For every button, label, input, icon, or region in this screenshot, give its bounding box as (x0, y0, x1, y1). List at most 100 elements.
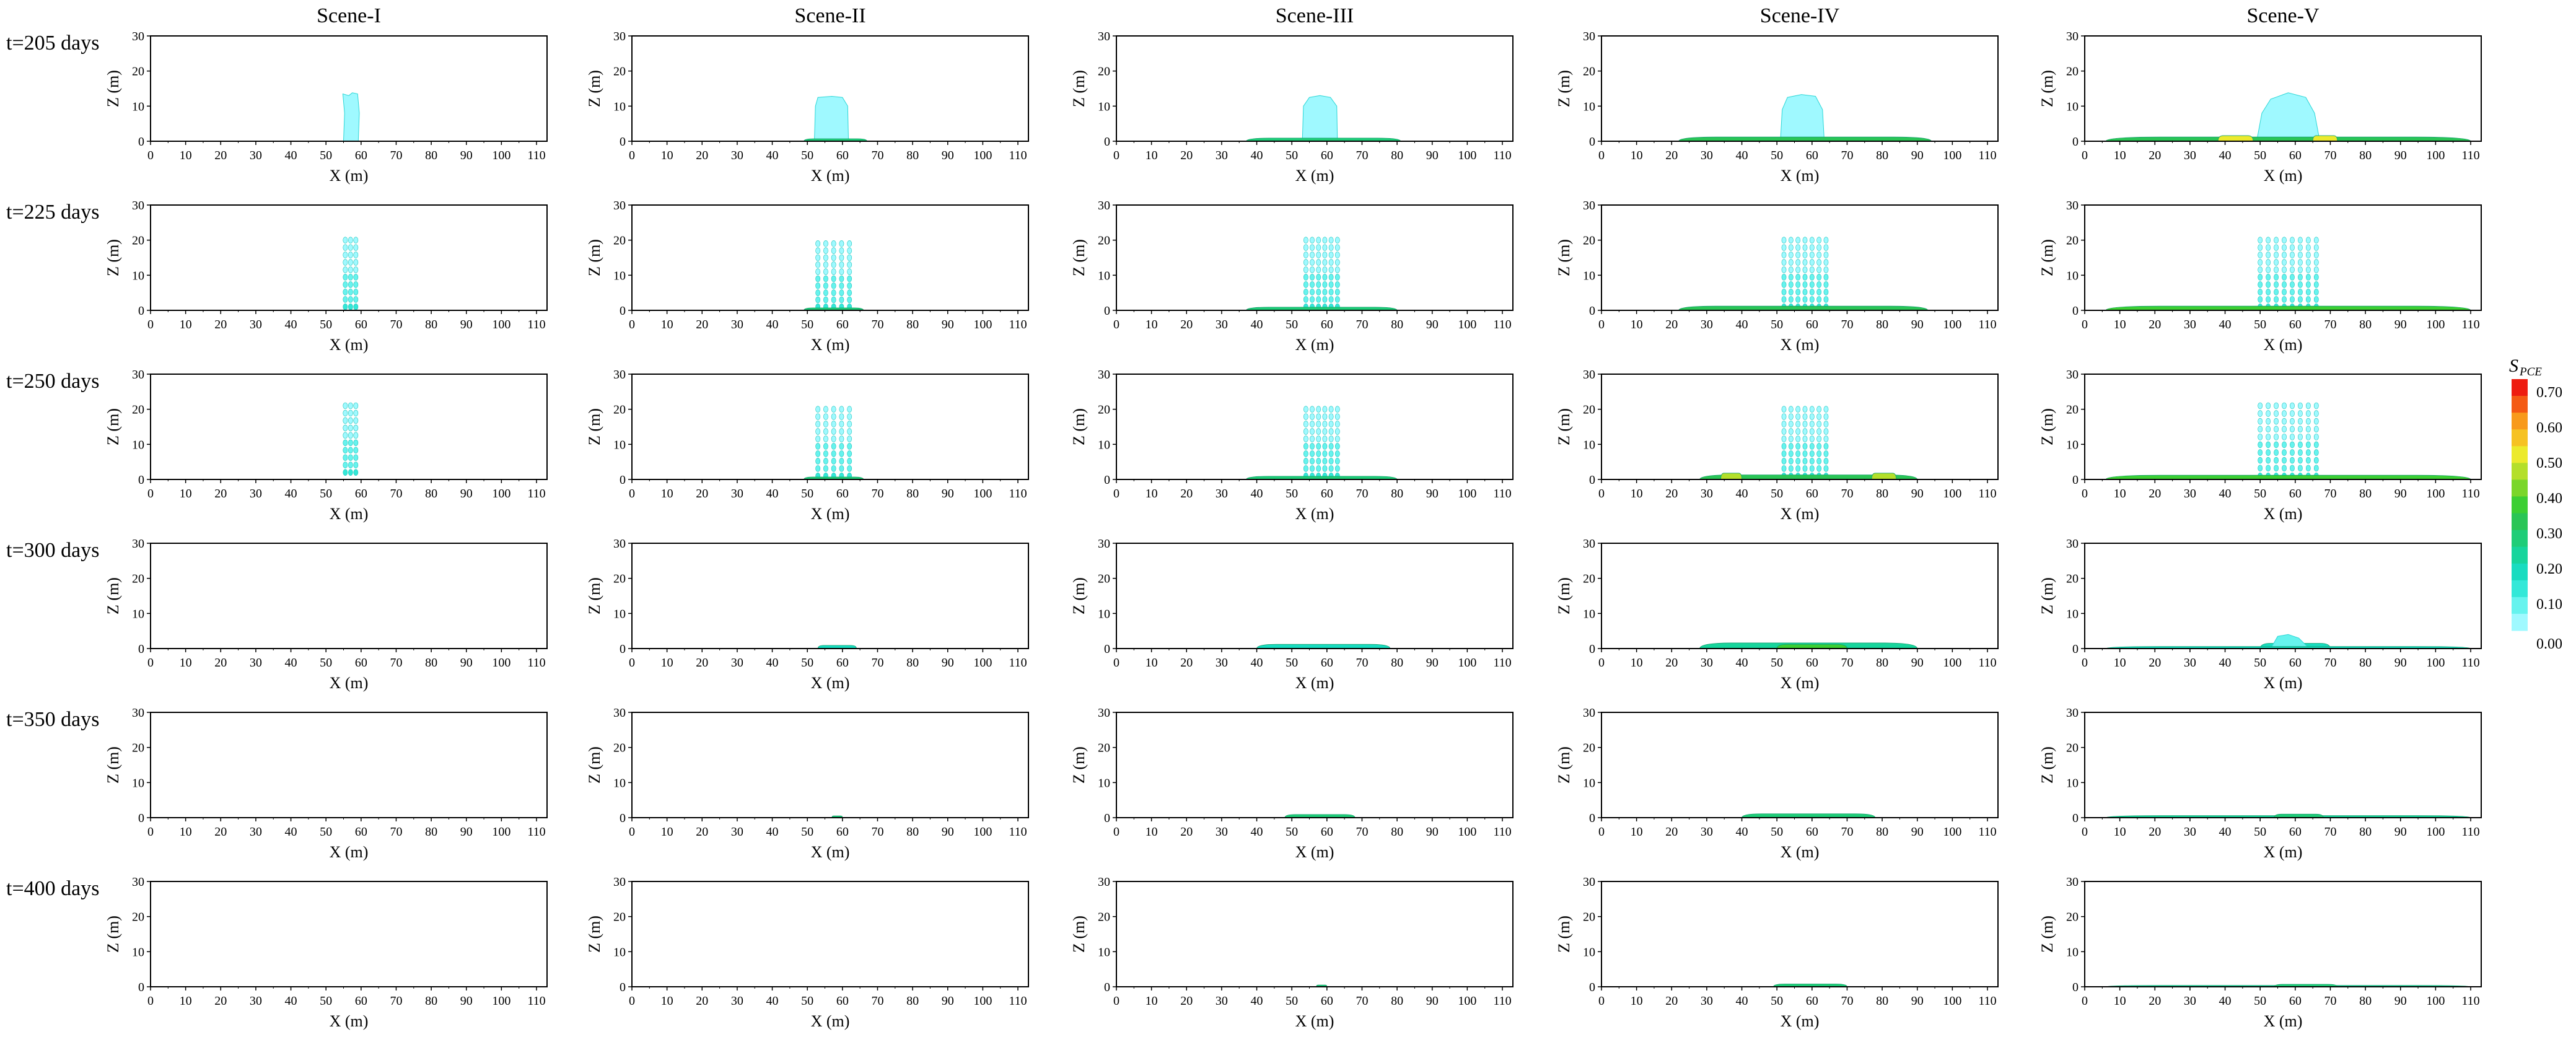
x-tick-label: 40 (1736, 487, 1748, 501)
x-tick-label: 80 (906, 994, 919, 1008)
contour-panel: 0 10 20 30 40 50 60 70 80 90 100 110 0 10 20 30 X (m) Z (… (585, 706, 1029, 861)
x-tick-label: 70 (1841, 318, 1853, 331)
plume-finger-cell (2305, 465, 2311, 472)
x-tick-label: 30 (731, 149, 743, 162)
x-tick-label: 50 (1771, 318, 1783, 331)
plume-finger-cell (2298, 296, 2303, 303)
plume-finger-cell (1328, 413, 1334, 420)
plume-finger-cell (1310, 421, 1315, 427)
plume-finger-cell (353, 461, 359, 469)
colorbar-tick-label: 0.60 (2536, 420, 2562, 436)
plume-finger-cell (353, 432, 359, 439)
plume-finger-cell (1795, 266, 1801, 273)
plume-finger-cell (815, 421, 821, 427)
plume-finger-cell (348, 424, 353, 432)
colorbar: S PCE 0.70 0.60 0.50 0.40 0.30 0.20 0.10 0.00 (2509, 356, 2562, 652)
plume (1678, 94, 1932, 141)
plot-frame (1116, 712, 1514, 818)
plume-finger-cell (1795, 443, 1801, 450)
plume-finger-cell (1809, 259, 1815, 266)
time-label: t=300 days (6, 539, 99, 562)
plume-finger-cell (1809, 465, 1815, 472)
plume-finger-cell (2274, 266, 2279, 273)
y-tick-label: 10 (132, 269, 144, 282)
x-tick-label: 50 (801, 994, 813, 1008)
plume-finger-cell (1322, 244, 1328, 251)
contour-panel: 0 10 20 30 40 50 60 70 80 90 100 110 0 10 20 30 X (m) Z (… (1070, 537, 1514, 692)
x-tick-label: 40 (766, 487, 779, 501)
y-tick-label: 30 (613, 706, 626, 720)
x-tick-label: 0 (629, 318, 635, 331)
plume-finger-cell (831, 450, 836, 457)
x-tick-label: 20 (696, 149, 708, 162)
plume-finger-cell (2313, 244, 2319, 251)
plume-finger-cell (831, 240, 836, 247)
plume-finger-cell (1795, 428, 1801, 435)
plume-finger-cell (1802, 458, 1808, 465)
plume (343, 237, 359, 310)
plume-finger-cell (1310, 251, 1315, 258)
plume-finger-cell (2274, 402, 2279, 409)
x-tick-label: 70 (390, 149, 402, 162)
plume-finger-cell (839, 421, 844, 427)
y-axis-label: Z (m) (2038, 746, 2056, 784)
plume-finger-cell (1823, 266, 1829, 273)
x-tick-label: 30 (1216, 149, 1228, 162)
x-tick-label: 100 (2426, 825, 2445, 839)
x-tick-label: 100 (2426, 656, 2445, 670)
plume-finger-cell (2305, 410, 2311, 417)
plume-finger-cell (839, 240, 844, 247)
x-tick-label: 20 (1180, 656, 1193, 670)
plume-finger-cell (839, 261, 844, 268)
plume-finger-cell (1788, 281, 1794, 288)
y-tick-label: 10 (1098, 776, 1110, 790)
plume-finger-cell (839, 289, 844, 296)
plume-finger-cell (1788, 259, 1794, 266)
x-tick-label: 0 (1113, 487, 1119, 501)
x-tick-label: 110 (1978, 656, 1996, 670)
y-tick-label: 30 (613, 537, 626, 551)
x-tick-label: 100 (973, 656, 992, 670)
plume-finger-cell (1334, 281, 1340, 288)
plume-finger-cell (2258, 237, 2263, 243)
plume-finger-cell (1334, 435, 1340, 442)
plot-frame (1601, 374, 1999, 480)
x-axis-label: X (m) (1295, 843, 1334, 861)
x-tick-label: 90 (2394, 825, 2407, 839)
x-tick-label: 90 (460, 656, 473, 670)
y-tick-label: 20 (1098, 403, 1110, 417)
plot-frame (2084, 543, 2482, 649)
plume-finger-cell (1823, 289, 1829, 295)
x-tick-label: 70 (871, 656, 883, 670)
plume-finger-cell (343, 439, 348, 447)
y-tick-label: 20 (132, 572, 144, 586)
plume-finger-cell (1802, 259, 1808, 266)
x-tick-label: 50 (801, 487, 813, 501)
contour-panel: 0 10 20 30 40 50 60 70 80 90 100 110 0 10 20 30 X (m) Z (… (2038, 875, 2482, 1030)
y-tick-label: 0 (1104, 642, 1110, 656)
plume-finger-cell (823, 428, 828, 435)
x-tick-label: 110 (2461, 656, 2479, 670)
x-tick-label: 10 (661, 825, 673, 839)
scene-title: Scene-IV (1760, 4, 1840, 27)
plume-finger-cell (839, 275, 844, 282)
x-tick-label: 10 (661, 318, 673, 331)
x-tick-label: 110 (1493, 656, 1511, 670)
plume-finger-cell (2282, 465, 2287, 472)
x-tick-label: 100 (1943, 318, 1961, 331)
x-tick-label: 60 (1321, 825, 1333, 839)
colorbar-swatch (2512, 613, 2528, 631)
x-tick-label: 90 (942, 487, 954, 501)
plume-finger-cell (1310, 289, 1315, 295)
x-tick-label: 90 (942, 656, 954, 670)
plot-frame (1116, 35, 1514, 142)
y-axis-label: Z (m) (1555, 408, 1573, 445)
plume (1246, 237, 1398, 310)
colorbar-swatch (2512, 496, 2528, 514)
plot-frame (1601, 881, 1999, 987)
x-tick-label: 30 (250, 318, 262, 331)
x-tick-label: 80 (1391, 318, 1403, 331)
x-tick-label: 70 (1356, 318, 1368, 331)
x-tick-label: 30 (250, 149, 262, 162)
plume-finger-cell (2274, 244, 2279, 251)
